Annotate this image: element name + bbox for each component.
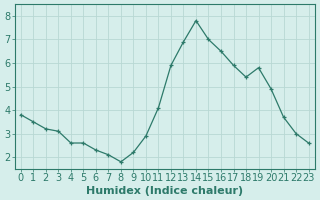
X-axis label: Humidex (Indice chaleur): Humidex (Indice chaleur) bbox=[86, 186, 243, 196]
